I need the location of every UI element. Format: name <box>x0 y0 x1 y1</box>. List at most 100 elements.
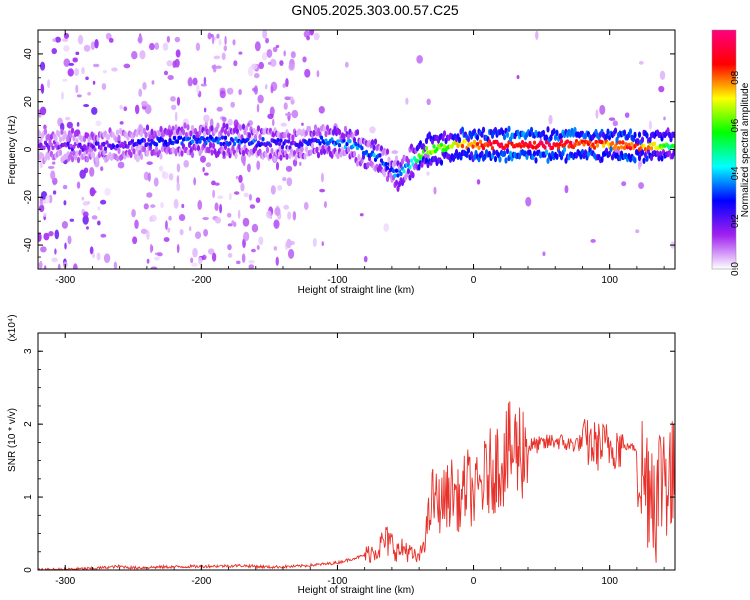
spectrogram-ridge-cell <box>604 133 609 140</box>
spectrogram-cell <box>227 118 233 126</box>
spectrogram-ridge-cell <box>408 165 412 170</box>
spectrogram-cell <box>548 114 553 125</box>
spectrogram-cell <box>193 177 197 186</box>
spectrogram-ridge-cell <box>214 136 219 141</box>
spectrogram-cell <box>51 161 56 165</box>
spectrogram-ridge-cell <box>406 158 411 165</box>
spectrogram-ridge-cell <box>186 149 190 156</box>
spectrogram-cell <box>54 36 61 43</box>
spectrogram-cell <box>269 58 277 67</box>
spectrogram-cell <box>516 75 520 80</box>
spectrogram-ridge-cell <box>409 158 414 163</box>
spectrogram-ridge-cell <box>288 152 292 160</box>
spectrogram-ridge-cell <box>132 148 136 155</box>
spectrogram-ridge-cell <box>471 144 475 149</box>
spectrogram-cell <box>54 248 57 255</box>
spectrogram-ridge-cell <box>618 140 622 145</box>
spectrogram-ridge-cell <box>258 133 262 141</box>
spectrogram-cell <box>134 54 138 58</box>
spectrogram-ridge-cell <box>618 154 622 162</box>
spectrogram-ridge-cell <box>637 131 642 138</box>
spectrogram-cell <box>63 200 67 206</box>
spectrogram-ridge-cell <box>645 155 649 162</box>
spectrogram-ridge-cell <box>360 146 364 151</box>
spectrogram-cell <box>163 237 170 242</box>
spectrogram-ridge-cell <box>457 136 462 144</box>
spectrogram-cell <box>139 50 146 60</box>
spectrogram-ridge-cell <box>628 146 633 151</box>
spectrogram-cell <box>43 212 47 217</box>
spectrogram-ridge-cell <box>129 151 133 159</box>
spectrogram-cell <box>270 185 276 195</box>
spectrogram-cell <box>241 253 246 263</box>
spectrogram-ridge-cell <box>586 150 591 158</box>
spectrogram-cell <box>272 118 275 127</box>
spectrogram-cell <box>221 52 226 61</box>
spectrogram-cell <box>301 122 304 126</box>
spectrogram-ridge-cell <box>231 144 235 152</box>
spectrogram-ridge-cell <box>279 154 283 161</box>
spectrogram-cell <box>76 122 80 127</box>
spectrogram-cell <box>213 55 221 60</box>
spectrogram-cell <box>287 248 295 259</box>
spectrogram-ridge-cell <box>324 130 328 138</box>
spectrogram-cell <box>200 155 207 163</box>
spectrogram-cell <box>65 116 71 121</box>
spectrogram-ridge-cell <box>442 144 447 149</box>
spectrogram-cell <box>92 63 100 68</box>
spectrogram-ridge-cell <box>294 154 298 161</box>
spectrogram-ridge-cell <box>283 139 288 144</box>
spectrogram-ridge-cell <box>223 128 228 135</box>
spectrogram-ridge-cell <box>573 142 577 148</box>
spectrogram-ridge-cell <box>207 147 211 154</box>
spectrogram-cell <box>92 80 96 85</box>
spectrogram-cell <box>299 161 302 167</box>
spectrogram-ridge-cell <box>505 147 510 155</box>
spectrogram-ridge-cell <box>352 150 357 158</box>
spectrogram-ridge-cell <box>406 167 411 175</box>
spectrogram-ridge-cell <box>478 139 483 145</box>
spectrogram-ridge-cell <box>583 149 588 156</box>
spectrogram-cell <box>138 88 143 97</box>
spectrogram-ridge-cell <box>610 141 615 146</box>
spectrogram-cell <box>273 246 278 251</box>
spectrogram-cell <box>63 58 71 67</box>
spectrogram-ridge-cell <box>130 138 135 144</box>
spectrogram-ridge-cell <box>555 153 559 160</box>
spectrogram-cell <box>108 37 114 43</box>
spectrogram-ridge-cell <box>649 146 654 151</box>
spectrogram-ridge-cell <box>102 141 106 147</box>
spectrogram-ridge-cell <box>106 133 111 140</box>
spectrogram-ridge-cell <box>273 155 277 163</box>
spectrogram-ridge-cell <box>633 157 637 164</box>
snr-line <box>38 401 675 570</box>
spectrogram-cell <box>38 260 43 269</box>
spectrogram-ridge-cell <box>394 168 399 173</box>
spectrogram-ridge-cell <box>103 146 108 151</box>
spectrogram-ridge-cell <box>543 145 547 150</box>
spectrogram-ridge-cell <box>606 128 610 135</box>
spectrogram-cell <box>277 184 283 191</box>
spectrogram-ridge-cell <box>493 126 498 134</box>
spectrogram-ridge-cell <box>378 153 382 158</box>
spectrogram-ridge-cell <box>93 147 97 152</box>
y-tick-label: 2 <box>23 421 34 427</box>
spectrogram-cell <box>198 256 203 265</box>
spectrogram-cell <box>181 203 185 209</box>
spectrogram-cell <box>309 30 315 36</box>
spectrogram-cell <box>166 60 173 67</box>
spectrogram-ridge-cell <box>372 144 376 151</box>
spectrogram-cell <box>154 256 160 261</box>
spectrogram-ridge-cell <box>480 150 484 157</box>
spectrogram-cell <box>214 182 220 186</box>
spectrogram-ridge-cell <box>430 149 435 154</box>
spectrogram-ridge-cell <box>672 144 675 149</box>
spectrogram-cell <box>167 74 174 81</box>
spectrogram-cell <box>43 232 50 241</box>
spectrogram-cell <box>178 213 186 221</box>
spectrogram-ridge-cell <box>460 143 465 149</box>
spectrogram-cell <box>174 36 181 43</box>
spectrogram-cell <box>91 106 98 115</box>
spectrogram-cell <box>312 237 317 247</box>
spectrogram-cell <box>146 258 150 264</box>
